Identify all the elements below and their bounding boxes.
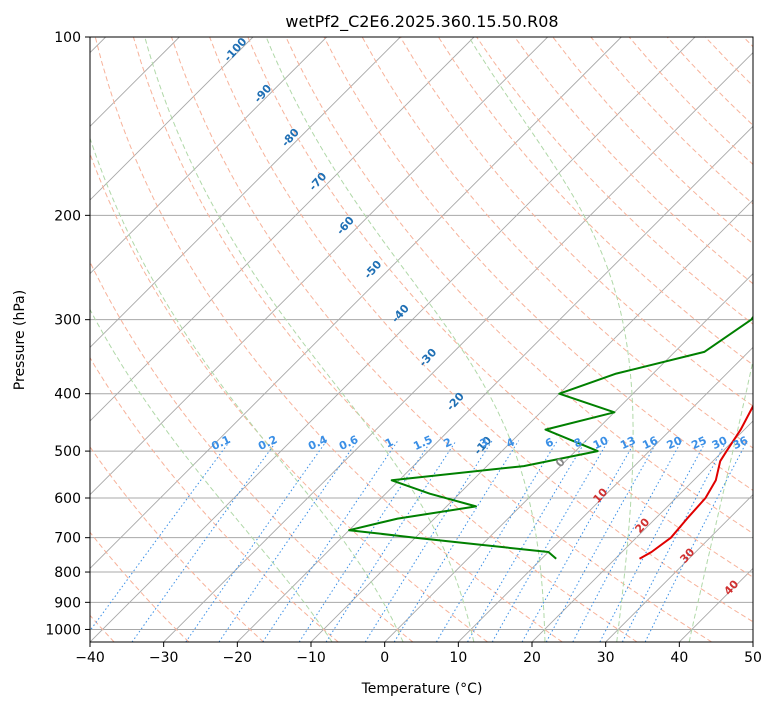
- mixing-ratio-line: [393, 440, 520, 642]
- x-tick-label: 30: [597, 650, 615, 666]
- isotherm-line: [90, 37, 622, 569]
- dry-adiabat-line: [90, 152, 488, 642]
- x-tick-label: 0: [380, 650, 389, 666]
- mixing-ratio-line: [364, 440, 493, 642]
- x-tick-label: 10: [449, 650, 467, 666]
- x-axis-label: Temperature (°C): [361, 681, 483, 697]
- mixing-ratio-label: 36: [731, 434, 751, 452]
- isotherm-line: [90, 37, 548, 496]
- x-tick-label: 20: [523, 650, 541, 666]
- isotherm-line: [458, 346, 753, 642]
- x-tick-label: −30: [149, 650, 179, 666]
- isotherm-line: [90, 37, 696, 642]
- mixing-ratio-line: [185, 440, 328, 642]
- dry-adiabat-line: [361, 37, 753, 449]
- dry-adiabat-line: [514, 37, 753, 285]
- sounding-traces: [348, 315, 753, 560]
- dry-adiabat-line: [171, 37, 712, 642]
- dry-adiabat-line: [209, 37, 753, 623]
- y-tick-label: 700: [54, 531, 81, 547]
- mixing-ratio-label: 10: [591, 434, 611, 452]
- moist-adiabat-line: [90, 308, 333, 642]
- dry-adiabat-line: [90, 446, 264, 642]
- mixing-ratio-label: 20: [665, 434, 685, 452]
- dry-adiabat-line: [399, 37, 753, 407]
- mixing-ratio-line: [644, 440, 748, 642]
- isotherm-line: [384, 273, 753, 642]
- mixing-ratio-line: [131, 440, 278, 642]
- temperature-trace: [639, 404, 753, 560]
- x-tick-label: −40: [75, 650, 105, 666]
- y-tick-label: 600: [54, 491, 81, 507]
- mixing-ratio-line: [262, 440, 399, 642]
- mixing-ratio-label: 13: [618, 434, 637, 452]
- mixing-ratio-line: [467, 440, 587, 642]
- plot-frame: [89, 36, 754, 643]
- y-tick-label: 300: [54, 313, 81, 329]
- mixing-ratio-line: [298, 440, 432, 642]
- dry-adiabat-line: [94, 37, 563, 642]
- isotherm-line: [90, 37, 327, 275]
- dewpoint-trace: [348, 315, 753, 560]
- x-tick-label: −10: [296, 650, 326, 666]
- isotherm-line: [237, 125, 753, 642]
- dry-adiabat-line: [285, 37, 753, 535]
- dry-adiabat-line: [90, 260, 414, 642]
- y-tick-label: 900: [54, 595, 81, 611]
- dry-adiabat-line: [247, 37, 753, 578]
- dry-adiabat-line: [90, 531, 190, 642]
- x-tick-label: 40: [670, 650, 688, 666]
- chart-title: wetPf2_C2E6.2025.360.15.50.R08: [285, 12, 558, 32]
- isotherm-line: [531, 420, 753, 642]
- x-tick-label: 50: [744, 650, 762, 666]
- y-tick-label: 100: [54, 30, 81, 46]
- dry-adiabat-line: [437, 37, 753, 366]
- dry-adiabat-line: [323, 37, 753, 491]
- mixing-ratio-line: [491, 440, 609, 642]
- mixing-ratio-line: [572, 440, 683, 642]
- y-tick-label: 400: [54, 387, 81, 403]
- mixing-ratio-label: 30: [710, 434, 730, 452]
- isotherm-line: [163, 52, 753, 642]
- y-tick-label: 1000: [45, 622, 81, 638]
- y-tick-label: 500: [54, 444, 81, 460]
- mixing-ratio-line: [325, 440, 457, 642]
- y-tick-label: 800: [54, 565, 81, 581]
- moist-adiabat-line: [265, 37, 546, 642]
- x-tick-label: −20: [223, 650, 253, 666]
- y-axis-ticks: 100 200 300 400 500 600 700 800 900 1000: [45, 30, 90, 638]
- dry-adiabat-line: [132, 37, 638, 642]
- x-axis-ticks: −40 −30 −20 −10 0 10 20 30 40 50: [75, 642, 762, 666]
- isotherm-line: [90, 37, 475, 422]
- moist-adiabat-line: [90, 136, 404, 642]
- isotherm-line: [90, 37, 401, 348]
- dry-adiabat-line: [90, 356, 339, 642]
- mixing-ratio-label: 16: [640, 434, 660, 452]
- y-axis-label: Pressure (hPa): [12, 290, 28, 390]
- mixing-ratio-line: [90, 440, 231, 632]
- isotherm-line: [90, 37, 254, 201]
- mixing-ratio-line: [545, 440, 659, 642]
- background-grid: [90, 37, 753, 642]
- mixing-ratio-line: [435, 440, 558, 642]
- mixing-ratio-line: [521, 440, 637, 642]
- moist-adiabat-line: [688, 358, 753, 642]
- isotherm-line: [605, 494, 753, 642]
- y-tick-label: 200: [54, 208, 81, 224]
- mixing-ratio-label: 25: [689, 434, 708, 452]
